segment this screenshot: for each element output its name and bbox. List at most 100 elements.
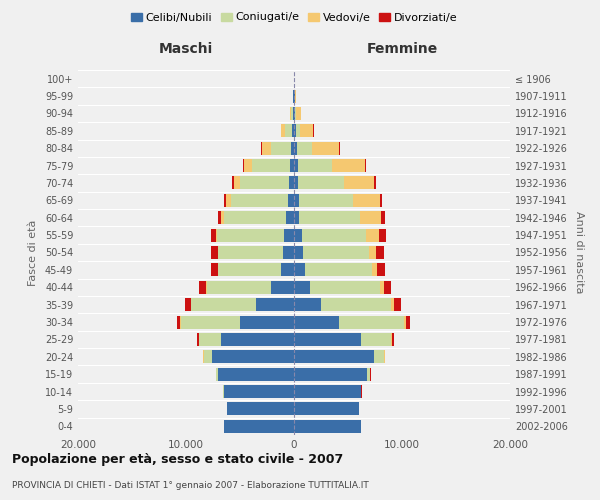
- Bar: [294, 350, 374, 364]
- Bar: [283, 246, 294, 259]
- Bar: [296, 107, 301, 120]
- Bar: [377, 264, 385, 276]
- Bar: [301, 124, 313, 138]
- Bar: [404, 316, 406, 328]
- Bar: [294, 333, 361, 346]
- Bar: [252, 159, 290, 172]
- Bar: [199, 280, 206, 294]
- Bar: [298, 159, 332, 172]
- Bar: [199, 333, 221, 346]
- Bar: [227, 402, 294, 415]
- Bar: [296, 124, 301, 138]
- Bar: [295, 107, 296, 120]
- Bar: [294, 176, 298, 190]
- Bar: [218, 264, 281, 276]
- Bar: [185, 298, 191, 311]
- Bar: [218, 211, 221, 224]
- Bar: [224, 194, 226, 207]
- Bar: [191, 298, 256, 311]
- Bar: [294, 316, 340, 328]
- Bar: [302, 228, 367, 241]
- Bar: [294, 142, 297, 154]
- Bar: [203, 350, 205, 364]
- Bar: [297, 142, 313, 154]
- Bar: [206, 280, 271, 294]
- Text: Maschi: Maschi: [159, 42, 213, 56]
- Bar: [177, 316, 181, 328]
- Bar: [302, 246, 368, 259]
- Bar: [240, 316, 294, 328]
- Bar: [284, 228, 294, 241]
- Bar: [271, 142, 291, 154]
- Bar: [365, 159, 366, 172]
- Bar: [299, 194, 353, 207]
- Bar: [224, 211, 286, 224]
- Bar: [212, 350, 294, 364]
- Bar: [379, 228, 386, 241]
- Bar: [294, 280, 310, 294]
- Bar: [294, 368, 367, 380]
- Bar: [289, 176, 294, 190]
- Bar: [394, 298, 401, 311]
- Bar: [290, 107, 292, 120]
- Bar: [298, 176, 344, 190]
- Bar: [216, 228, 217, 241]
- Bar: [368, 246, 376, 259]
- Bar: [224, 420, 294, 433]
- Bar: [384, 280, 391, 294]
- Bar: [382, 211, 385, 224]
- Bar: [287, 194, 294, 207]
- Bar: [294, 90, 295, 102]
- Bar: [232, 176, 233, 190]
- Bar: [262, 142, 271, 154]
- Bar: [360, 211, 382, 224]
- Bar: [372, 264, 377, 276]
- Bar: [383, 350, 385, 364]
- Bar: [218, 246, 283, 259]
- Bar: [406, 316, 410, 328]
- Bar: [211, 246, 218, 259]
- Bar: [181, 316, 240, 328]
- Bar: [291, 142, 294, 154]
- Bar: [380, 280, 384, 294]
- Bar: [281, 124, 286, 138]
- Y-axis label: Anni di nascita: Anni di nascita: [574, 211, 584, 294]
- Bar: [374, 350, 383, 364]
- Bar: [361, 333, 391, 346]
- Bar: [391, 298, 394, 311]
- Bar: [294, 420, 361, 433]
- Bar: [340, 316, 404, 328]
- Bar: [376, 246, 383, 259]
- Bar: [233, 176, 240, 190]
- Bar: [344, 176, 374, 190]
- Bar: [218, 368, 294, 380]
- Bar: [332, 159, 365, 172]
- Bar: [216, 368, 218, 380]
- Bar: [224, 385, 294, 398]
- Y-axis label: Fasce di età: Fasce di età: [28, 220, 38, 286]
- Bar: [294, 298, 321, 311]
- Bar: [380, 194, 382, 207]
- Bar: [217, 228, 284, 241]
- Bar: [310, 280, 380, 294]
- Bar: [286, 124, 292, 138]
- Bar: [294, 264, 305, 276]
- Bar: [211, 264, 218, 276]
- Bar: [305, 264, 372, 276]
- Bar: [299, 211, 360, 224]
- Bar: [294, 228, 302, 241]
- Bar: [367, 228, 379, 241]
- Bar: [205, 350, 212, 364]
- Bar: [295, 90, 296, 102]
- Bar: [392, 333, 394, 346]
- Bar: [240, 176, 289, 190]
- Bar: [293, 90, 294, 102]
- Bar: [391, 333, 392, 346]
- Bar: [294, 107, 295, 120]
- Bar: [374, 176, 376, 190]
- Bar: [294, 194, 299, 207]
- Bar: [221, 211, 224, 224]
- Bar: [292, 107, 293, 120]
- Bar: [294, 246, 302, 259]
- Bar: [226, 194, 232, 207]
